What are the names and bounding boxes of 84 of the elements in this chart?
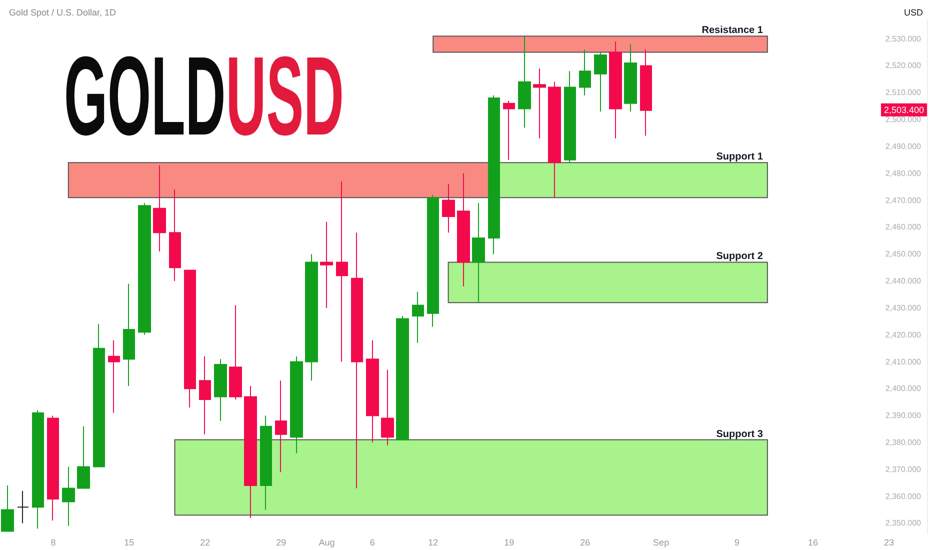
candlestick: [123, 283, 135, 386]
candlestick: [305, 254, 318, 382]
candlestick: [609, 41, 622, 139]
y-tick-label: 2,470.000: [885, 196, 922, 205]
x-tick-label: 8: [50, 538, 56, 548]
y-tick-label: 2,370.000: [885, 464, 922, 474]
candlestick: [624, 44, 637, 112]
band-label: Support 3: [716, 428, 764, 440]
candlestick: [260, 415, 272, 510]
band-label: Support 1: [716, 152, 764, 163]
candlestick: [77, 426, 90, 489]
x-tick-label: 29: [276, 538, 286, 548]
candlestick: [229, 304, 242, 400]
y-tick-label: 2,510.000: [885, 88, 922, 98]
candlestick: [184, 270, 196, 408]
candlestick: [427, 194, 439, 328]
candlestick: [290, 356, 303, 454]
x-tick-label: Aug: [318, 538, 335, 548]
x-tick-label: Sep: [653, 538, 670, 548]
candlestick: [564, 70, 576, 164]
band-label: Resistance 1: [702, 25, 764, 36]
x-tick-label: 6: [370, 538, 375, 548]
candlestick: [518, 36, 531, 128]
y-tick-label: 2,480.000: [885, 168, 922, 178]
candlestick: [472, 202, 485, 304]
text: 2,503.400: [884, 104, 924, 115]
candlestick: [32, 410, 44, 530]
x-tick-label: 19: [504, 538, 514, 548]
x-tick-label: 26: [580, 538, 590, 548]
x-tick-label: 15: [124, 538, 134, 548]
candlestick: [533, 68, 546, 139]
y-axis-title: USD: [904, 8, 924, 18]
candlestick: [457, 172, 470, 287]
candlestick: [412, 291, 424, 344]
y-tick-label: 2,420.000: [885, 330, 922, 340]
candlestick: [503, 100, 515, 160]
candlestick: [381, 369, 394, 446]
y-tick-label: 2,350.000: [885, 518, 922, 528]
x-tick-label: 23: [884, 538, 894, 548]
candlestick: [351, 232, 363, 489]
candlestick: [594, 52, 607, 112]
annotation: GOLD: [64, 33, 226, 159]
candlestick: [1, 485, 14, 532]
candlestick: [488, 94, 500, 255]
y-tick-label: 2,410.000: [885, 357, 922, 366]
y-tick-label: 2,430.000: [885, 303, 922, 312]
candlestick: [93, 324, 105, 468]
candlestick: [108, 340, 120, 414]
candlestick: [153, 164, 166, 252]
candlestick: [336, 180, 348, 362]
candlestick: [366, 340, 379, 444]
candlestick: [320, 221, 333, 308]
candlestick: [640, 49, 652, 136]
x-tick-label: 22: [200, 538, 210, 548]
band-label: Support 2: [716, 251, 764, 262]
candlestick: [396, 316, 409, 440]
y-tick-label: 2,500.000: [885, 115, 922, 124]
y-tick-label: 2,520.000: [885, 61, 922, 70]
x-tick-label: 9: [734, 538, 740, 548]
annotation: USD: [226, 33, 344, 159]
candlestick: [244, 385, 257, 518]
x-tick-label: 16: [808, 538, 818, 548]
y-tick-label: 2,360.000: [885, 492, 922, 501]
y-tick-label: 2,440.000: [885, 276, 922, 286]
candlestick: [169, 189, 181, 282]
candlestick: [442, 184, 455, 234]
y-tick-label: 2,380.000: [885, 438, 922, 448]
y-tick-label: 2,460.000: [885, 222, 922, 232]
y-tick-label: 2,400.000: [885, 384, 922, 394]
candlestick: [62, 466, 75, 526]
candlestick: [47, 415, 59, 522]
y-tick-label: 2,450.000: [885, 250, 922, 259]
y-tick-label: 2,530.000: [885, 34, 922, 44]
x-tick-label: 12: [428, 538, 438, 548]
y-tick-label: 2,390.000: [885, 411, 922, 420]
y-tick-label: 2,490.000: [885, 142, 922, 151]
candlestick: [199, 356, 211, 435]
candlestick: [579, 49, 591, 96]
candlestick: [214, 358, 227, 422]
candlestick: [275, 380, 287, 473]
candlestick: [548, 81, 561, 198]
chart-title: Gold Spot / U.S. Dollar, 1D: [9, 8, 117, 18]
candlestick: [138, 202, 151, 336]
candlestick: [17, 490, 29, 524]
